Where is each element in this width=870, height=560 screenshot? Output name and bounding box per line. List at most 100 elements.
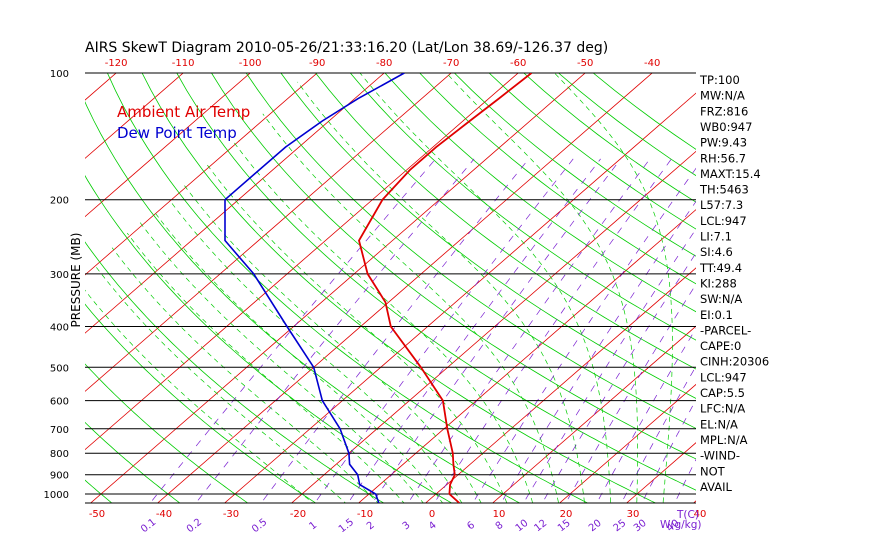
x-axis-label: T(C) [676,509,699,521]
stability-index: WB0:947 [700,120,752,134]
mixing-ratio-axis-label: W(g/kg) [660,519,702,531]
bottom-temp-tick-label: 30 [627,509,640,520]
mixing-ratio-line [541,252,696,503]
dry-adiabat-line [85,101,521,503]
stability-index: MAXT:15.4 [700,167,761,181]
stability-index: LCL:947 [700,370,747,384]
isotherm-line [157,73,653,503]
mixing-ratio-tick-label: 8 [494,520,506,533]
isotherm-line [85,73,519,451]
dry-adiabat-line [85,175,453,503]
dry-adiabat-line [85,421,181,503]
pressure-tick-label: 400 [50,322,69,333]
pressure-tick-label: 700 [50,425,69,436]
plot-grid [85,73,696,503]
bottom-temp-tick-label: 40 [694,509,707,520]
top-temp-tick-label: -90 [309,58,325,69]
moist-adiabat-line [206,164,508,503]
isotherm-line [425,267,696,503]
stability-index: -WIND- [700,449,740,463]
mixing-ratio-tick-label: 3 [401,520,413,533]
mixing-ratio-line [260,158,529,503]
dry-adiabat-line [315,73,696,370]
bottom-temp-tick-label: -30 [223,509,239,520]
bottom-temp-tick-label: 10 [493,509,506,520]
dry-adiabat-line [85,303,317,503]
stability-index: PW:9.43 [700,136,747,150]
ambient-air-temp-line [358,73,533,503]
moist-adiabat-line [93,264,346,503]
bottom-temp-tick-label: -10 [357,509,373,520]
top-temp-tick-label: -40 [644,58,660,69]
stability-index: TP:100 [699,73,740,87]
mixing-ratio-line [433,158,672,503]
dry-adiabat-line [349,73,696,341]
mixing-ratio-line [195,158,475,503]
moist-adiabat-line [154,212,443,503]
mixing-ratio-line [674,458,696,503]
stability-index: EL:N/A [700,417,738,431]
isotherm-line [291,150,696,503]
moist-adiabat-line [85,289,314,503]
dry-adiabat-line [453,73,696,257]
pressure-tick-label: 200 [50,196,69,207]
stability-index: SI:4.6 [700,245,733,259]
stability-index: MW:N/A [700,89,745,103]
bottom-temp-tick-label: -50 [89,509,105,520]
moist-adiabat-line [138,221,424,503]
mixing-ratio-line [565,283,696,503]
moist-adiabat-line [126,232,405,503]
y-axis-label: PRESSURE (MB) [69,233,83,328]
moist-adiabat-line [184,185,482,503]
mixing-ratio-line [472,167,696,503]
mixing-ratio-line [500,200,696,503]
dry-adiabat-line [85,363,249,503]
stability-index: AVAIL [700,480,733,494]
mixing-ratio-line [523,228,696,503]
stability-index: MPL:N/A [700,433,748,447]
moist-adiabat-line [232,140,534,503]
mixing-ratio-line [347,158,601,503]
stability-index: TH:5463 [699,183,749,197]
dry-adiabat-line [85,241,385,503]
pressure-tick-label: 100 [50,69,69,80]
top-temp-tick-label: -100 [239,58,262,69]
top-temp-tick-label: -70 [443,58,459,69]
isotherm-line [224,92,696,503]
pressure-tick-label: 300 [50,270,69,281]
dew-point-temp-line [224,73,405,503]
stability-index: CAPE:0 [700,339,741,353]
stability-index: EI:0.1 [700,308,733,322]
dry-adiabat-line [384,73,696,313]
isotherm-line [492,325,696,503]
stability-index: TT:49.4 [699,261,742,275]
top-temp-tick-label: -110 [172,58,195,69]
stability-index: RH:56.7 [700,151,746,165]
stability-index: L57:7.3 [700,198,743,212]
moist-adiabat-line [111,247,379,503]
pressure-lines [85,72,696,504]
chart-title: AIRS SkewT Diagram 2010-05-26/21:33:16.2… [85,40,608,56]
stability-index: LFC:N/A [700,402,745,416]
dry-adiabat-line [176,73,696,491]
mixing-ratio-tick-label: 1 [307,520,319,533]
pressure-tick-label: 500 [50,363,69,374]
bottom-temp-tick-label: 20 [560,509,573,520]
mixing-ratio-line [596,327,696,503]
dry-adiabat-line [419,73,696,285]
pressure-tick-label: 900 [50,471,69,482]
stability-index: KI:288 [700,276,737,290]
mixing-ratio-line [407,158,651,503]
dry-adiabat-line [106,73,589,503]
dry-adiabat-line [85,479,113,503]
pressure-tick-label: 1000 [44,490,69,501]
isotherm-line [85,73,251,218]
isotherm-line [85,73,452,392]
top-temp-tick-label: -120 [105,58,128,69]
pressure-tick-label: 600 [50,397,69,408]
stability-index: LI:7.1 [700,230,732,244]
top-temp-tick-label: -60 [510,58,526,69]
